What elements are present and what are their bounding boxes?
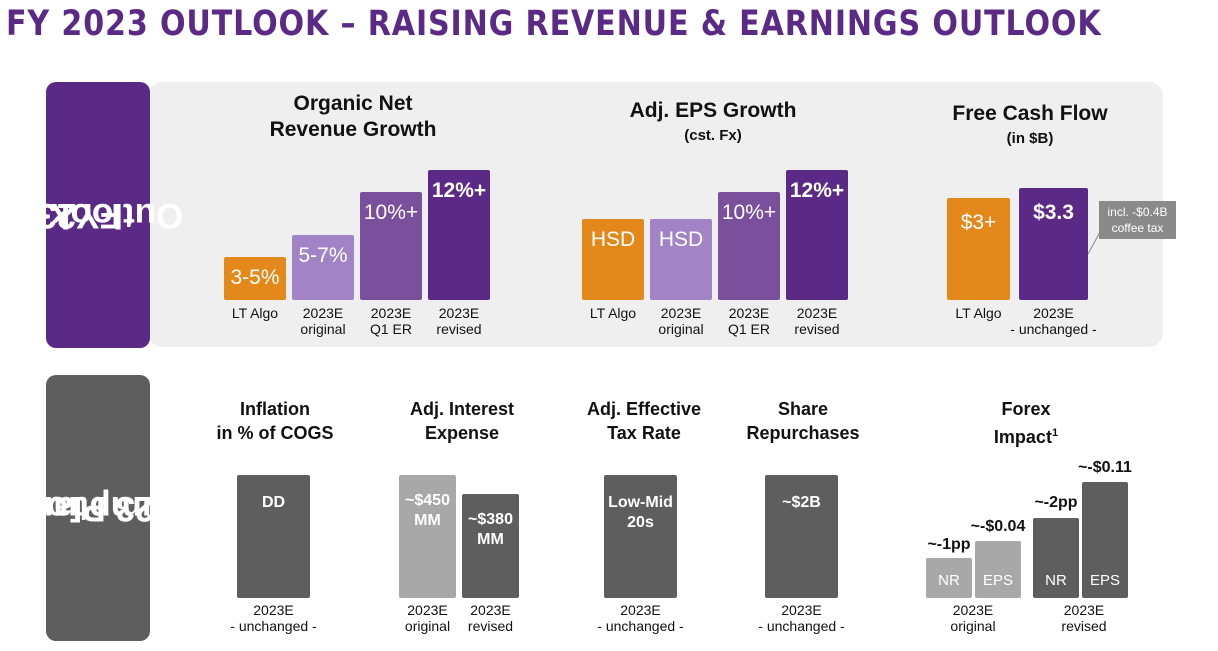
revenue-bar-value: 3-5% [230, 266, 280, 289]
revenue-bar [428, 170, 490, 300]
eps-bar-value: HSD [590, 228, 636, 251]
eps-subtitle: (cst. Fx) [684, 127, 742, 144]
forex-bar-eps-revised [1082, 482, 1128, 598]
forex-eps-label: EPS [982, 572, 1013, 589]
forex-original-category-label: 2023E original [950, 602, 996, 634]
fcf-category-label: LT Algo [955, 305, 1002, 321]
interest-category-label: 2023E revised [467, 602, 514, 634]
revenue-category-label: LT Algo [231, 305, 279, 321]
fcf-bar [1019, 188, 1088, 300]
planning-side-tab: FY23 PlanningAssumptions [0, 375, 228, 641]
eps-category-label: LT Algo [589, 305, 637, 321]
revenue-category-label: 2023E revised [436, 305, 482, 337]
fcf-title: Free Cash Flow [952, 102, 1108, 125]
eps-title: Adj. EPS Growth [629, 99, 797, 122]
inflation-bar-value: DD [261, 494, 286, 511]
repurchase-bar [765, 475, 838, 598]
revenue-bar [292, 235, 354, 300]
fcf-bar-value: $3.3 [1033, 201, 1074, 224]
fcf-bar-value: $3+ [960, 211, 997, 234]
eps-bar [718, 192, 780, 300]
revenue-category-label: 2023E original [300, 305, 346, 337]
revenue-bar [224, 257, 286, 300]
side-tab-line2: Assumptions [6, 489, 228, 528]
interest-bar [399, 475, 456, 598]
inflation-title: Inflation in % of COGS [216, 399, 334, 443]
eps-bar [650, 219, 712, 300]
inflation-bar [237, 475, 310, 598]
eps-bar-value: 10%+ [721, 201, 777, 224]
forex-title-text: Forex Impact [993, 399, 1052, 447]
forex-footnote: 1 [1051, 427, 1059, 439]
interest-title: Adj. Interest Expense [409, 399, 515, 443]
fcf-subtitle: (in $B) [1006, 130, 1054, 147]
eps-category-label: 2023E revised [794, 305, 840, 337]
forex-nr-label: NR [1045, 572, 1067, 589]
tax-bar-value: Low-Mid 20s [608, 494, 673, 531]
revenue-title: Organic Net Revenue Growth [269, 92, 437, 141]
tax-bar [604, 475, 677, 598]
forex-bar-eps-original [975, 541, 1021, 598]
forex-nr-revised-value: ~-2pp [1034, 494, 1078, 511]
eps-bar [786, 170, 848, 300]
fcf-category-label: 2023E - unchanged - [1010, 305, 1097, 337]
revenue-bar-value: 12%+ [431, 179, 487, 202]
interest-category-label: 2023E original [404, 602, 451, 634]
forex-bar-nr-original [926, 558, 972, 598]
tax-category-label: 2023E - unchanged - [597, 602, 684, 634]
eps-category-label: 2023E Q1 ER [727, 305, 770, 337]
revenue-category-label: 2023E Q1 ER [369, 305, 412, 337]
forex-revised-category-label: 2023E revised [1061, 602, 1107, 634]
revenue-bar-value: 5-7% [298, 244, 348, 267]
eps-bar-value: HSD [658, 228, 704, 251]
outlook-side-tab: FY23 Outlook [37, 82, 183, 348]
interest-bar [462, 494, 519, 598]
revenue-bar [360, 192, 422, 300]
forex-eps-revised-value: ~-$0.11 [1078, 459, 1132, 476]
forex-nr-original-value: ~-1pp [927, 536, 971, 553]
note-connector [1087, 231, 1101, 255]
repurchase-category-label: 2023E - unchanged - [758, 602, 845, 634]
forex-eps-original-value: ~-$0.04 [970, 518, 1026, 535]
tax-title: Adj. Effective Tax Rate [586, 399, 702, 443]
interest-bar-value: ~$380 MM [468, 511, 513, 548]
forex-nr-label: NR [938, 572, 960, 589]
forex-eps-label: EPS [1089, 572, 1120, 589]
forex-title: Forex Impact1 [946, 397, 1106, 449]
coffee-tax-note: incl. -$0.4B coffee tax [1099, 201, 1176, 239]
page-title: FY 2023 OUTLOOK – RAISING REVENUE & EARN… [6, 4, 1102, 44]
repurchase-bar-value: ~$2B [782, 494, 821, 511]
inflation-category-label: 2023E - unchanged - [230, 602, 317, 634]
eps-bar [582, 219, 644, 300]
side-tab-line2: Outlook [50, 196, 184, 235]
revenue-bar-value: 10%+ [363, 201, 419, 224]
eps-category-label: 2023E original [658, 305, 704, 337]
eps-bar-value: 12%+ [789, 179, 845, 202]
fcf-bar [947, 198, 1010, 300]
forex-bar-nr-revised [1033, 518, 1079, 598]
interest-bar-value: ~$450 MM [405, 492, 450, 529]
repurchase-title: Share Repurchases [746, 399, 860, 443]
